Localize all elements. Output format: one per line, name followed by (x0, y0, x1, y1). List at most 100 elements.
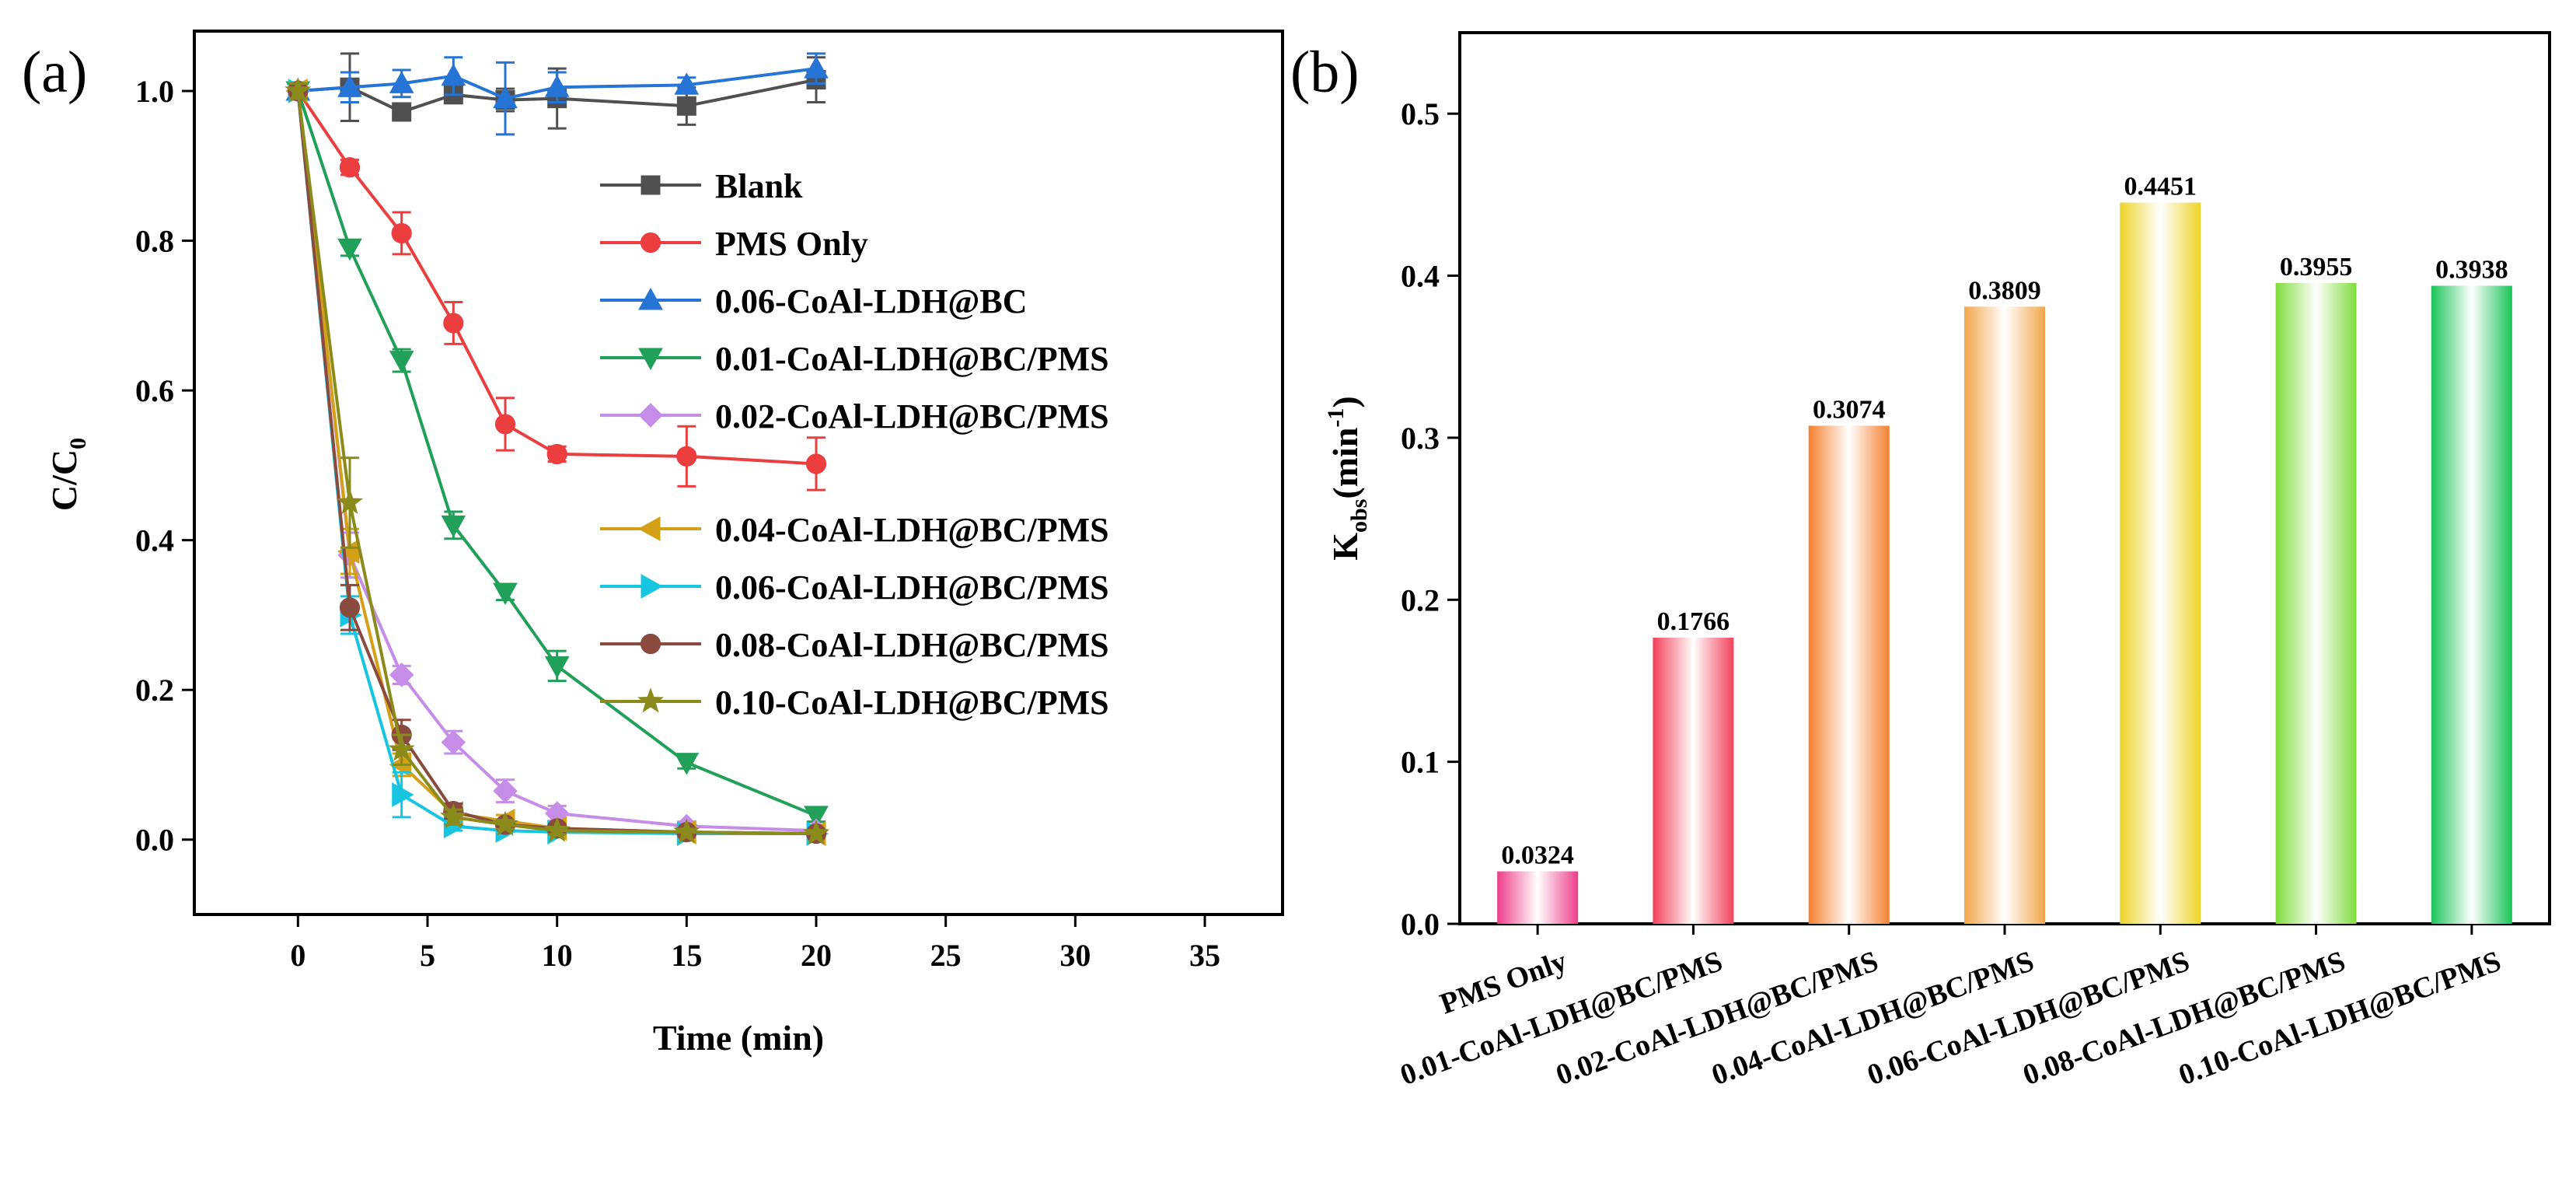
series-0.06-CoAl-LDH@BC (285, 52, 829, 136)
data-point (674, 753, 700, 775)
data-point (339, 157, 361, 178)
bar-data-label: 0.3074 (1813, 395, 1886, 424)
data-point (674, 72, 700, 95)
panel-a-y-tick-label: 0.4 (135, 523, 174, 558)
data-point (441, 729, 466, 755)
legend-label: Blank (715, 167, 803, 205)
legend-item: 0.06-CoAl-LDH@BC/PMS (600, 568, 1109, 607)
series-line (296, 90, 817, 836)
bar-data-label: 0.1766 (1657, 607, 1730, 636)
series-line (296, 90, 817, 833)
bar (2275, 282, 2357, 924)
data-point (494, 414, 516, 435)
data-point (441, 63, 466, 86)
legend-label: 0.04-CoAl-LDH@BC/PMS (715, 511, 1109, 549)
panel-a-y-tick-label: 0.6 (135, 373, 174, 408)
data-point (491, 810, 519, 837)
data-point (392, 102, 412, 122)
legend-marker (640, 232, 661, 254)
legend-label: 0.06-CoAl-LDH@BC (715, 282, 1027, 320)
bar (2431, 285, 2512, 924)
legend-label: 0.08-CoAl-LDH@BC/PMS (715, 626, 1109, 664)
data-point (389, 351, 414, 373)
legend-item: 0.10-CoAl-LDH@BC/PMS (600, 684, 1109, 722)
panel-b-y-tick-label: 0.5 (1401, 96, 1440, 131)
panel-a-ticks: 0 5 10 15 20 25 30 35 0.0 0.2 0.4 0.6 0.8 1.0 (135, 74, 1220, 973)
data-point (443, 313, 464, 334)
panel-a-y-axis-title: C/C0 (44, 438, 91, 511)
legend-label: 0.02-CoAl-LDH@BC/PMS (715, 397, 1109, 435)
legend-label: 0.01-CoAl-LDH@BC/PMS (715, 340, 1109, 378)
panel-a-x-tick-label: 5 (420, 938, 435, 973)
data-point (543, 817, 571, 842)
bar-data-label: 0.3938 (2435, 255, 2508, 284)
data-point (676, 446, 697, 467)
panel-b-y-tick-label: 0.2 (1401, 582, 1440, 617)
data-point (544, 75, 570, 97)
data-point (339, 597, 361, 618)
bar-data-label: 0.3955 (2280, 253, 2353, 282)
panel-a-x-tick-label: 20 (801, 938, 832, 973)
data-point (804, 56, 829, 79)
data-point (440, 803, 467, 829)
legend-item: 0.04-CoAl-LDH@BC/PMS (600, 511, 1109, 549)
legend-marker (640, 633, 661, 655)
panel-b-ticks: 0.0 0.1 0.2 0.3 0.4 0.5 (1401, 96, 1460, 942)
panel-a-plot-frame (193, 30, 1284, 916)
legend-marker (641, 574, 664, 599)
legend-item: PMS Only (600, 225, 868, 263)
data-point (284, 77, 312, 103)
data-point (391, 222, 412, 244)
data-point (804, 806, 829, 828)
legend-item: 0.01-CoAl-LDH@BC/PMS (600, 340, 1109, 378)
data-point (493, 582, 518, 606)
panel-a-x-tick-label: 25 (930, 938, 962, 973)
bar-data-label: 0.3809 (1968, 276, 2041, 305)
data-point (676, 96, 696, 116)
panel-a-x-tick-label: 10 (542, 938, 573, 973)
panel-a-line-chart: (a) 0 5 10 15 20 25 30 35 0.0 0.2 0.4 0.6 0.8 1.0 Bla… (22, 30, 1284, 1058)
data-point (337, 75, 362, 97)
panel-b-y-axis-title-rest: (min (1325, 428, 1365, 499)
panel-b-y-tick-label: 0.1 (1401, 745, 1440, 780)
data-point (337, 238, 362, 261)
panel-b-y-axis-title-main: K (1325, 533, 1365, 561)
panel-a-x-tick-label: 15 (671, 938, 702, 973)
bar (2120, 202, 2201, 924)
panel-a-y-axis-title-main: C/C (44, 449, 84, 511)
data-point (493, 778, 518, 803)
legend-marker (637, 687, 665, 713)
data-point (546, 443, 567, 465)
panel-b-y-tick-label: 0.0 (1401, 907, 1440, 942)
legend-item: 0.02-CoAl-LDH@BC/PMS (600, 397, 1109, 435)
panel-b-y-axis-title: Kobs(min-1) (1323, 396, 1372, 560)
panel-a-y-tick-label: 0.2 (135, 673, 174, 708)
data-point (389, 71, 414, 93)
panel-a-series (284, 52, 830, 846)
data-point (336, 488, 364, 515)
data-point (388, 736, 415, 761)
data-point (493, 86, 518, 109)
panel-a-legend: Blank PMS Only 0.06-CoAl-LDH@BC 0.01-CoAl-L… (600, 167, 1109, 722)
series-line (296, 90, 817, 817)
legend-label: 0.06-CoAl-LDH@BC/PMS (715, 568, 1109, 607)
panel-b-y-tick-label: 0.4 (1401, 259, 1440, 294)
bar (1808, 425, 1890, 924)
panel-b-y-axis-title-close: ) (1325, 396, 1365, 407)
series-line (298, 67, 817, 100)
panel-b-label: (b) (1290, 40, 1360, 105)
bar (1497, 871, 1579, 924)
panel-b-y-axis-title-sup: -1 (1323, 408, 1349, 428)
bar (1653, 638, 1734, 924)
panel-a-y-tick-label: 1.0 (135, 74, 174, 109)
bar-data-label: 0.0324 (1501, 841, 1574, 869)
data-point (544, 656, 570, 679)
panel-a-x-tick-label: 30 (1059, 938, 1091, 973)
data-point (673, 818, 700, 844)
legend-label: PMS Only (715, 225, 868, 263)
bar (1964, 306, 2045, 924)
data-point (392, 782, 414, 807)
data-point (441, 515, 466, 538)
